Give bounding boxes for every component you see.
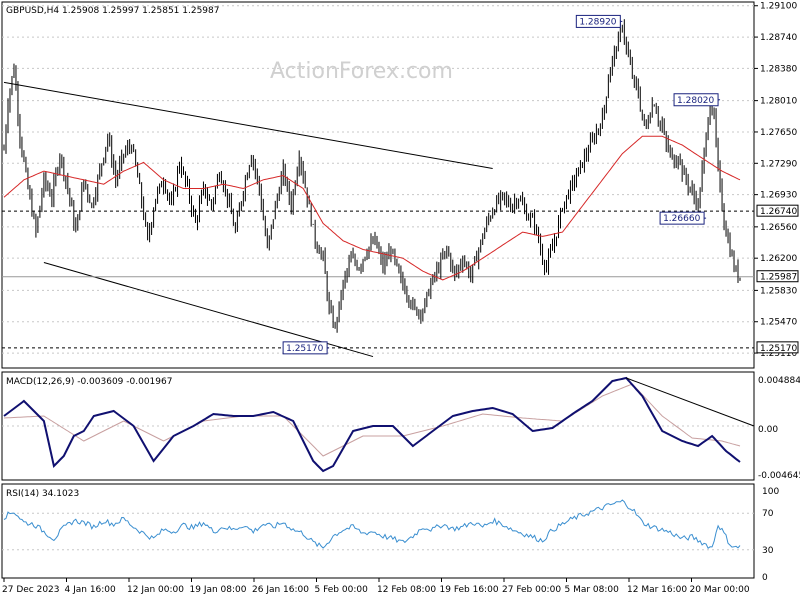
price-tick-label: 1.25110 <box>760 349 797 359</box>
time-tick-label: 27 Dec 2023 <box>2 585 60 595</box>
price-candles <box>3 19 741 333</box>
macd-tick-bottom: -0.004645 <box>758 471 800 481</box>
rsi-tick-100: 100 <box>762 487 779 497</box>
rsi-grid <box>2 512 754 551</box>
macd-signal-line <box>3 383 741 457</box>
macd-tick-top: 0.004884 <box>758 376 800 386</box>
time-tick-label: 27 Feb 00:00 <box>502 585 561 595</box>
support-level-label: 1.26740 <box>756 204 799 217</box>
time-tick-label: 19 Jan 08:00 <box>190 585 247 595</box>
price-tick-label: 1.28380 <box>760 64 797 74</box>
time-axis: 27 Dec 2023 4 Jan 16:00 12 Jan 00:00 19 Jan… <box>2 578 750 595</box>
trendline <box>3 81 493 170</box>
current-price-label: 1.25987 <box>756 270 799 283</box>
time-tick-label: 20 Mar 00:00 <box>690 585 750 595</box>
price-tick-label: 1.29100 <box>760 2 797 12</box>
price-tick-label: 1.27650 <box>760 128 797 138</box>
time-tick-label: 19 Feb 16:00 <box>440 585 499 595</box>
rsi-tick-30: 30 <box>762 546 774 556</box>
trendline <box>43 262 374 358</box>
low-level-label: 1.25170 <box>756 341 799 354</box>
time-tick-label: 12 Jan 00:00 <box>127 585 184 595</box>
trendlines <box>3 81 493 358</box>
svg-text:1.26740: 1.26740 <box>760 207 797 217</box>
price-annotations: 1.28920 1.28020 1.26660 1.25170 <box>282 14 721 355</box>
rsi-label: RSI(14) 34.1023 <box>6 489 79 499</box>
rsi-tick-0: 0 <box>762 573 768 583</box>
moving-average-line <box>3 135 741 281</box>
price-axis: 1.29100 1.28740 1.28380 1.28010 1.27650 1.272… <box>754 2 797 359</box>
price-tick-label: 1.26200 <box>760 254 797 264</box>
macd-line <box>3 376 741 473</box>
macd-tick-zero: 0.00 <box>758 425 778 435</box>
time-tick-label: 12 Mar 16:00 <box>627 585 687 595</box>
price-tick-label: 1.28010 <box>760 97 797 107</box>
rsi-pane-frame <box>1 483 755 579</box>
price-pane-frame <box>1 1 755 369</box>
watermark: ActionForex.com <box>270 59 453 84</box>
time-tick-label: 12 Feb 08:00 <box>377 585 436 595</box>
horizontal-levels <box>2 210 754 349</box>
price-grid <box>2 5 754 354</box>
svg-text:1.25170: 1.25170 <box>760 344 797 354</box>
annotation-label: 1.25170 <box>286 344 323 354</box>
price-tick-label: 1.25830 <box>760 286 797 296</box>
svg-text:1.25987: 1.25987 <box>760 273 797 283</box>
symbol-header: GBPUSD,H4 1.25908 1.25997 1.25851 1.2598… <box>6 6 219 16</box>
annotation-label: 1.28920 <box>579 17 616 27</box>
time-tick-label: 4 Jan 16:00 <box>65 585 117 595</box>
rsi-line <box>3 499 741 549</box>
price-tick-label: 1.25470 <box>760 318 797 328</box>
time-tick-label: 26 Jan 16:00 <box>252 585 309 595</box>
macd-trendline <box>626 377 755 427</box>
annotation-label: 1.28020 <box>677 96 714 106</box>
rsi-tick-70: 70 <box>762 509 774 519</box>
time-tick-label: 5 Mar 08:00 <box>565 585 620 595</box>
price-tick-label: 1.26560 <box>760 223 797 233</box>
macd-label: MACD(12,26,9) -0.003609 -0.001967 <box>6 377 172 387</box>
price-tick-label: 1.26930 <box>760 191 797 201</box>
annotation-label: 1.26660 <box>663 214 700 224</box>
price-tick-label: 1.28740 <box>760 33 797 43</box>
time-tick-label: 5 Feb 00:00 <box>315 585 369 595</box>
price-tick-label: 1.27290 <box>760 159 797 169</box>
